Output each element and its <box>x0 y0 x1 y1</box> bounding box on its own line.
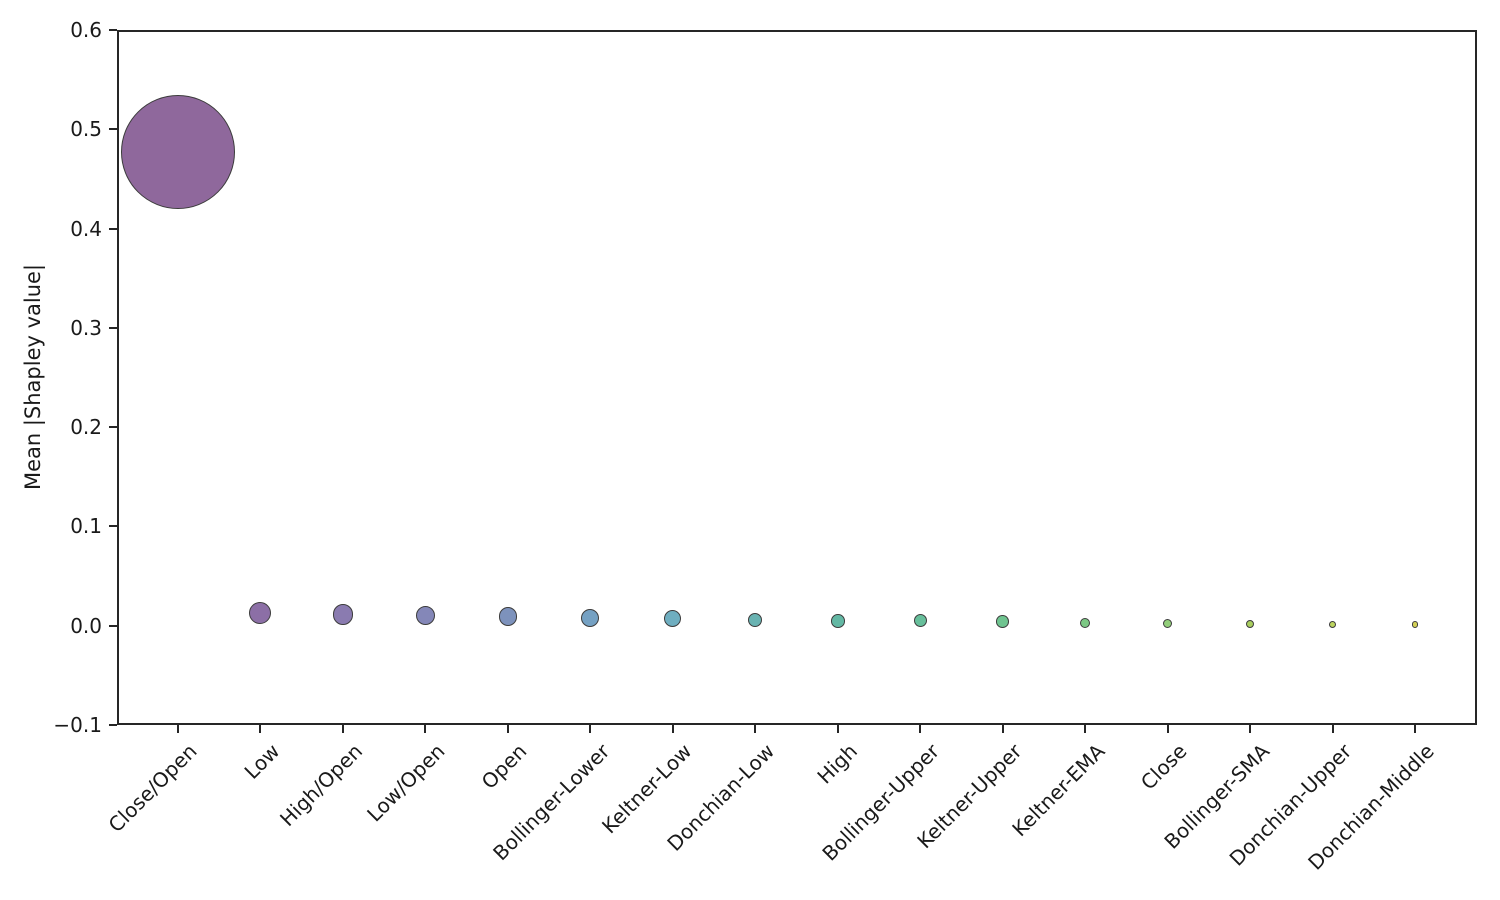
x-tick-mark <box>177 725 179 733</box>
bubble <box>830 613 845 628</box>
bubble <box>996 615 1009 629</box>
x-tick-mark <box>671 725 674 733</box>
y-axis-label: Mean |Shapley value| <box>21 263 45 491</box>
y-tick-label: 0.5 <box>70 117 102 142</box>
x-tick-mark <box>1249 725 1252 733</box>
x-tick-mark <box>1001 725 1004 733</box>
x-tick-label: Close <box>1136 739 1192 795</box>
x-tick-mark <box>1414 725 1416 733</box>
y-tick-label: 0.4 <box>70 216 102 241</box>
x-tick-label: Close/Open <box>103 739 202 838</box>
x-tick-mark <box>424 725 427 733</box>
y-tick-mark <box>109 326 117 329</box>
x-tick-label: Low <box>239 739 285 784</box>
bubble <box>748 612 763 627</box>
x-tick-mark <box>341 725 344 733</box>
bubble <box>249 601 272 624</box>
x-tick-mark <box>506 725 509 733</box>
bubble <box>1245 619 1255 628</box>
x-tick-label: High/Open <box>274 739 367 832</box>
y-tick-label: −0.1 <box>53 713 102 737</box>
x-tick-mark <box>259 725 262 733</box>
bubble <box>121 95 235 210</box>
x-tick-label: High <box>812 739 862 789</box>
bubble <box>1328 621 1337 629</box>
y-tick-mark <box>109 227 117 230</box>
bubble <box>913 614 927 628</box>
bubble <box>1411 621 1419 628</box>
x-tick-mark <box>919 725 922 733</box>
y-tick-label: 0.2 <box>70 415 102 440</box>
x-tick-mark <box>836 725 839 733</box>
bubble <box>1162 619 1173 629</box>
bubble <box>498 607 518 627</box>
x-tick-mark <box>1084 725 1087 733</box>
bubble <box>664 610 682 628</box>
bubble <box>332 604 354 626</box>
y-tick-mark <box>109 128 117 131</box>
plot-area <box>117 30 1477 725</box>
x-tick-mark <box>589 725 592 733</box>
x-tick-mark <box>1166 725 1169 733</box>
y-tick-mark <box>109 724 117 726</box>
bubble <box>581 608 600 627</box>
y-tick-mark <box>109 525 117 528</box>
y-tick-mark <box>109 29 117 31</box>
y-tick-label: 0.0 <box>70 613 102 638</box>
x-tick-mark <box>754 725 757 733</box>
y-tick-label: 0.3 <box>70 315 102 340</box>
x-tick-label: Open <box>477 739 532 794</box>
y-tick-mark <box>109 426 117 429</box>
y-tick-mark <box>109 624 117 627</box>
x-tick-label: Low/Open <box>362 739 450 827</box>
bubble <box>1080 617 1091 628</box>
bubble <box>415 606 436 626</box>
x-tick-mark <box>1331 725 1334 733</box>
y-tick-label: 0.6 <box>70 18 102 42</box>
y-tick-label: 0.1 <box>70 514 102 539</box>
